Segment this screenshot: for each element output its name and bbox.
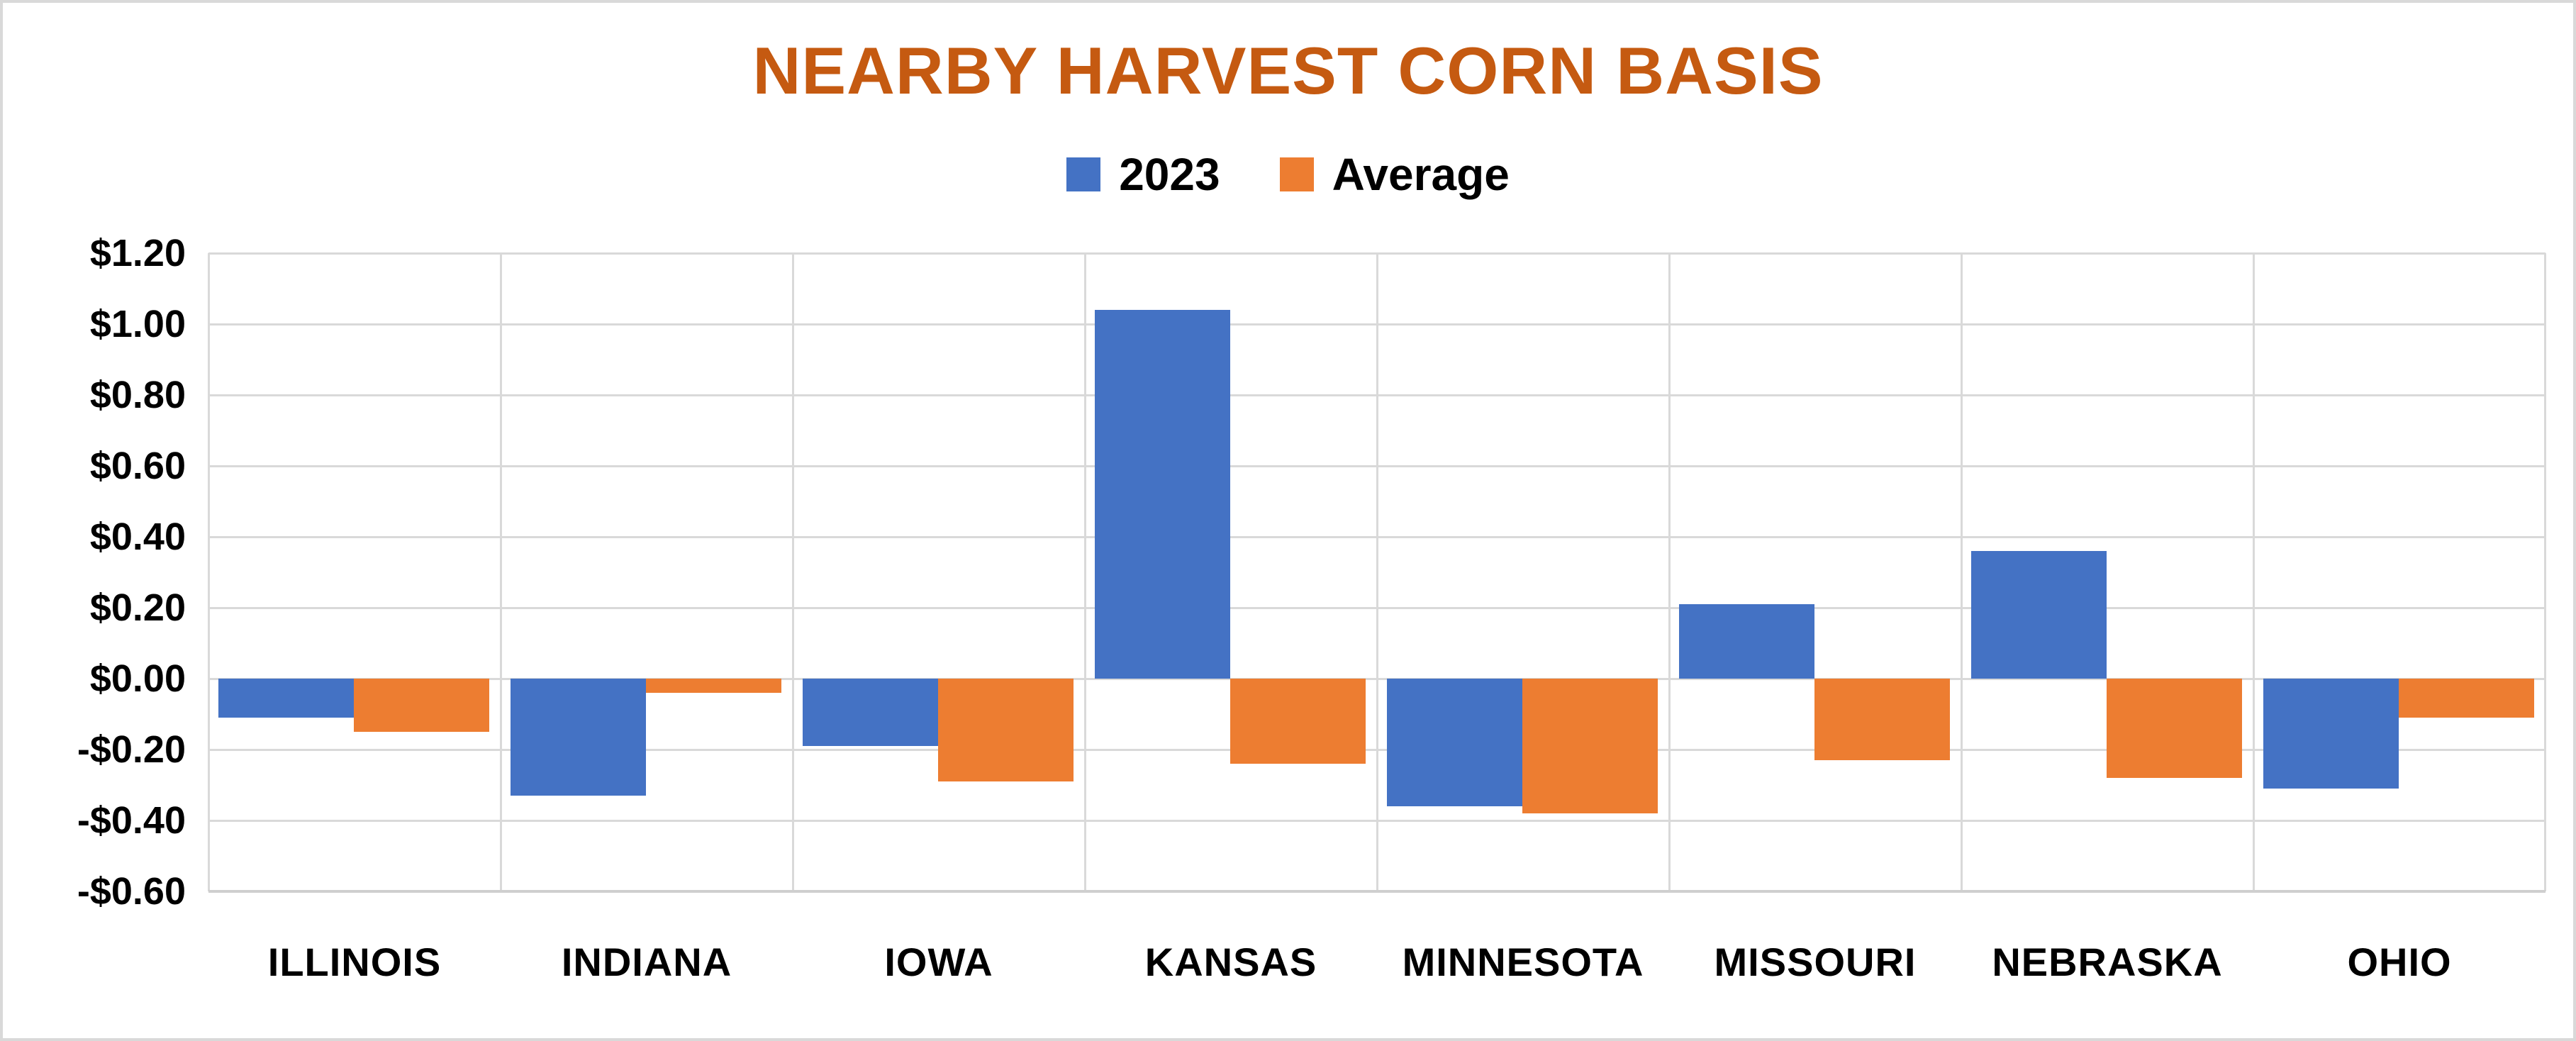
bar-average-missouri	[1814, 679, 1950, 760]
legend-item-2023: 2023	[1066, 148, 1220, 201]
x-tick-label-kansas: KANSAS	[1144, 940, 1317, 984]
x-tick-label-ohio: OHIO	[2347, 940, 2452, 984]
legend-item-average: Average	[1279, 148, 1510, 201]
y-tick-label: -$0.40	[77, 799, 186, 842]
gridline-vertical	[1376, 253, 1378, 891]
x-tick-label-illinois: ILLINOIS	[267, 940, 442, 984]
gridline-vertical	[500, 253, 502, 891]
gridline-vertical	[792, 253, 794, 891]
y-tick-label: $0.20	[89, 586, 186, 629]
bar-average-indiana	[646, 679, 781, 693]
legend: 2023 Average	[3, 148, 2573, 201]
bar-average-iowa	[938, 679, 1074, 781]
chart-title: NEARBY HARVEST CORN BASIS	[752, 33, 1824, 108]
y-tick-label: $0.60	[89, 445, 186, 487]
y-tick-label: $0.80	[89, 374, 186, 416]
y-tick-label: $1.20	[89, 232, 186, 274]
bar-2023-minnesota	[1387, 679, 1522, 806]
y-tick-label: $1.00	[89, 303, 186, 345]
bar-2023-kansas	[1095, 310, 1230, 679]
legend-swatch-average-icon	[1279, 157, 1314, 191]
bar-average-kansas	[1230, 679, 1366, 764]
y-tick-label: $0.00	[89, 657, 186, 700]
bar-2023-iowa	[803, 679, 938, 746]
bar-average-nebraska	[2107, 679, 2242, 778]
plot-area	[208, 252, 2546, 893]
gridline-vertical	[1084, 253, 1086, 891]
x-tick-label-nebraska: NEBRASKA	[1992, 940, 2223, 984]
legend-label-2023: 2023	[1119, 149, 1220, 200]
gridline-vertical	[1961, 253, 1963, 891]
bar-2023-illinois	[218, 679, 354, 718]
gridline-vertical	[1668, 253, 1671, 891]
y-tick-label: -$0.20	[77, 728, 186, 771]
gridline-vertical	[2253, 253, 2255, 891]
x-tick-label-iowa: IOWA	[884, 940, 993, 984]
gridline-vertical	[2544, 253, 2546, 891]
y-tick-label: $0.40	[89, 516, 186, 558]
x-axis-line	[208, 890, 2546, 893]
x-tick-label-minnesota: MINNESOTA	[1402, 940, 1644, 984]
gridline-vertical	[208, 253, 210, 891]
x-tick-label-missouri: MISSOURI	[1714, 940, 1917, 984]
bar-2023-missouri	[1679, 604, 1814, 679]
bar-average-illinois	[354, 679, 489, 732]
legend-swatch-2023-icon	[1066, 157, 1101, 191]
bar-2023-ohio	[2263, 679, 2399, 789]
y-tick-label: -$0.60	[77, 870, 186, 913]
bar-average-minnesota	[1522, 679, 1658, 813]
legend-label-average: Average	[1332, 149, 1510, 200]
x-tick-label-indiana: INDIANA	[561, 940, 732, 984]
bar-average-ohio	[2399, 679, 2534, 718]
bar-2023-nebraska	[1971, 551, 2107, 679]
bar-2023-indiana	[511, 679, 646, 796]
